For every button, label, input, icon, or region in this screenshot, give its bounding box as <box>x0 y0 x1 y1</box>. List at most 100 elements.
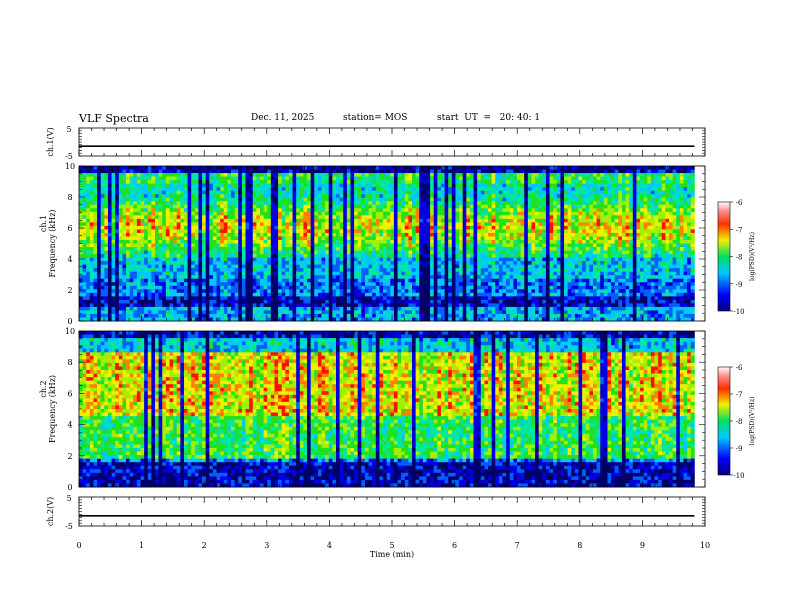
spectrogram-cell <box>343 169 348 174</box>
spectrogram-cell <box>220 306 225 311</box>
spectrogram-cell <box>216 254 221 258</box>
spectrogram-cell <box>202 278 207 283</box>
spectrogram-cell <box>147 299 152 304</box>
spectrogram-cell <box>459 183 464 188</box>
spectrogram-cell <box>332 166 337 170</box>
spectrogram-cell <box>364 218 369 223</box>
spectrogram-cell <box>404 254 409 258</box>
spectrogram-cell <box>404 201 409 206</box>
spectrogram-cell <box>473 306 478 311</box>
spectrogram-cell <box>361 211 366 216</box>
spectrogram-cell <box>328 289 333 294</box>
spectrogram-cell <box>158 190 163 195</box>
spectrogram-cell <box>299 239 304 244</box>
spectrogram-cell <box>299 268 304 273</box>
spectrogram-cell <box>223 166 228 170</box>
spectrogram-cell <box>285 232 290 237</box>
spectrogram-cell <box>332 215 337 220</box>
spectrogram-cell <box>180 247 185 251</box>
spectrogram-cell <box>155 289 160 294</box>
spectrogram-cell <box>422 313 427 318</box>
spectrogram-cell <box>361 180 366 185</box>
spectrogram-cell <box>473 232 478 237</box>
spectrogram-cell <box>231 282 236 287</box>
spectrogram-cell <box>346 313 351 318</box>
spectrogram-cell <box>227 247 232 251</box>
spectrogram-cell <box>129 208 134 213</box>
spectrogram-cell <box>354 190 359 195</box>
spectrogram-cell <box>459 239 464 244</box>
spectrogram-cell <box>245 232 250 237</box>
spectrogram-cell <box>270 278 275 283</box>
spectrogram-cell <box>288 190 293 195</box>
spectrogram-cell <box>415 222 420 227</box>
spectrogram-cell <box>307 282 312 287</box>
spectrogram-cell <box>245 306 250 311</box>
spectrogram-cell <box>477 208 482 213</box>
spectrogram-cell <box>252 275 257 280</box>
spectrogram-cell <box>296 292 301 297</box>
spectrogram-cell <box>107 218 112 223</box>
spectrogram-cell <box>332 197 337 202</box>
spectrogram-cell <box>303 232 308 237</box>
spectrogram-cell <box>129 303 134 308</box>
spectrogram-cell <box>357 271 362 276</box>
spectrogram-cell <box>259 254 265 258</box>
spectrogram-cell <box>325 271 330 276</box>
spectrogram-cell <box>212 197 217 202</box>
spectrogram-cell <box>256 271 261 276</box>
spectrogram-cell <box>165 197 170 202</box>
spectrogram-cell <box>259 183 265 188</box>
spectrogram-cell <box>386 225 391 230</box>
spectrogram-cell <box>245 285 250 290</box>
spectrogram-cell <box>288 183 293 188</box>
spectrogram-cell <box>155 225 160 230</box>
spectrogram-cell <box>466 278 471 283</box>
spectrogram-cell <box>115 180 120 185</box>
spectrogram-cell <box>97 166 102 170</box>
spectrogram-cell <box>350 239 355 244</box>
spectrogram-cell <box>433 243 438 248</box>
spectrogram-cell <box>310 183 315 188</box>
spectrogram-cell <box>126 176 131 181</box>
spectrogram-cell <box>238 261 243 266</box>
spectrogram-cell <box>299 261 304 266</box>
spectrogram-cell <box>147 292 152 297</box>
spectrogram-cell <box>122 289 127 294</box>
spectrogram-cell <box>216 247 221 251</box>
spectrogram-cell <box>415 303 420 308</box>
spectrogram-cell <box>444 225 449 230</box>
spectrogram-cell <box>158 289 163 294</box>
spectrogram-cell <box>270 232 275 237</box>
spectrogram-cell <box>401 306 406 311</box>
spectrogram-cell <box>354 222 359 227</box>
spectrogram-cell <box>191 176 196 181</box>
spectrogram-cell <box>383 218 388 223</box>
spectrogram-cell <box>86 278 91 283</box>
spectrogram-cell <box>169 310 174 315</box>
spectrogram-cell <box>79 247 84 251</box>
spectrogram-cell <box>104 303 109 308</box>
spectrogram-cell <box>165 264 170 269</box>
spectrogram-cell <box>194 317 199 322</box>
spectrogram-cell <box>310 197 315 202</box>
spectrogram-cell <box>375 222 380 227</box>
spectrogram-cell <box>151 169 156 174</box>
spectrogram-cell <box>107 180 112 185</box>
spectrogram-cell <box>314 176 319 181</box>
spectrogram-cell <box>430 243 435 248</box>
spectrogram-cell <box>122 271 127 276</box>
spectrogram-cell <box>314 243 319 248</box>
spectrogram-cell <box>451 313 456 318</box>
spectrogram-cell <box>151 289 156 294</box>
spectrogram-cell <box>455 183 460 188</box>
spectrogram-cell <box>100 303 105 308</box>
spectrogram-cell <box>231 243 236 248</box>
spectrogram-cell <box>165 239 170 244</box>
spectrogram-cell <box>401 201 406 206</box>
spectrogram-cell <box>296 299 301 304</box>
spectrogram-cell <box>180 173 185 177</box>
spectrogram-cell <box>176 285 181 290</box>
spectrogram-cell <box>151 257 156 262</box>
spectrogram-cell <box>459 250 464 255</box>
